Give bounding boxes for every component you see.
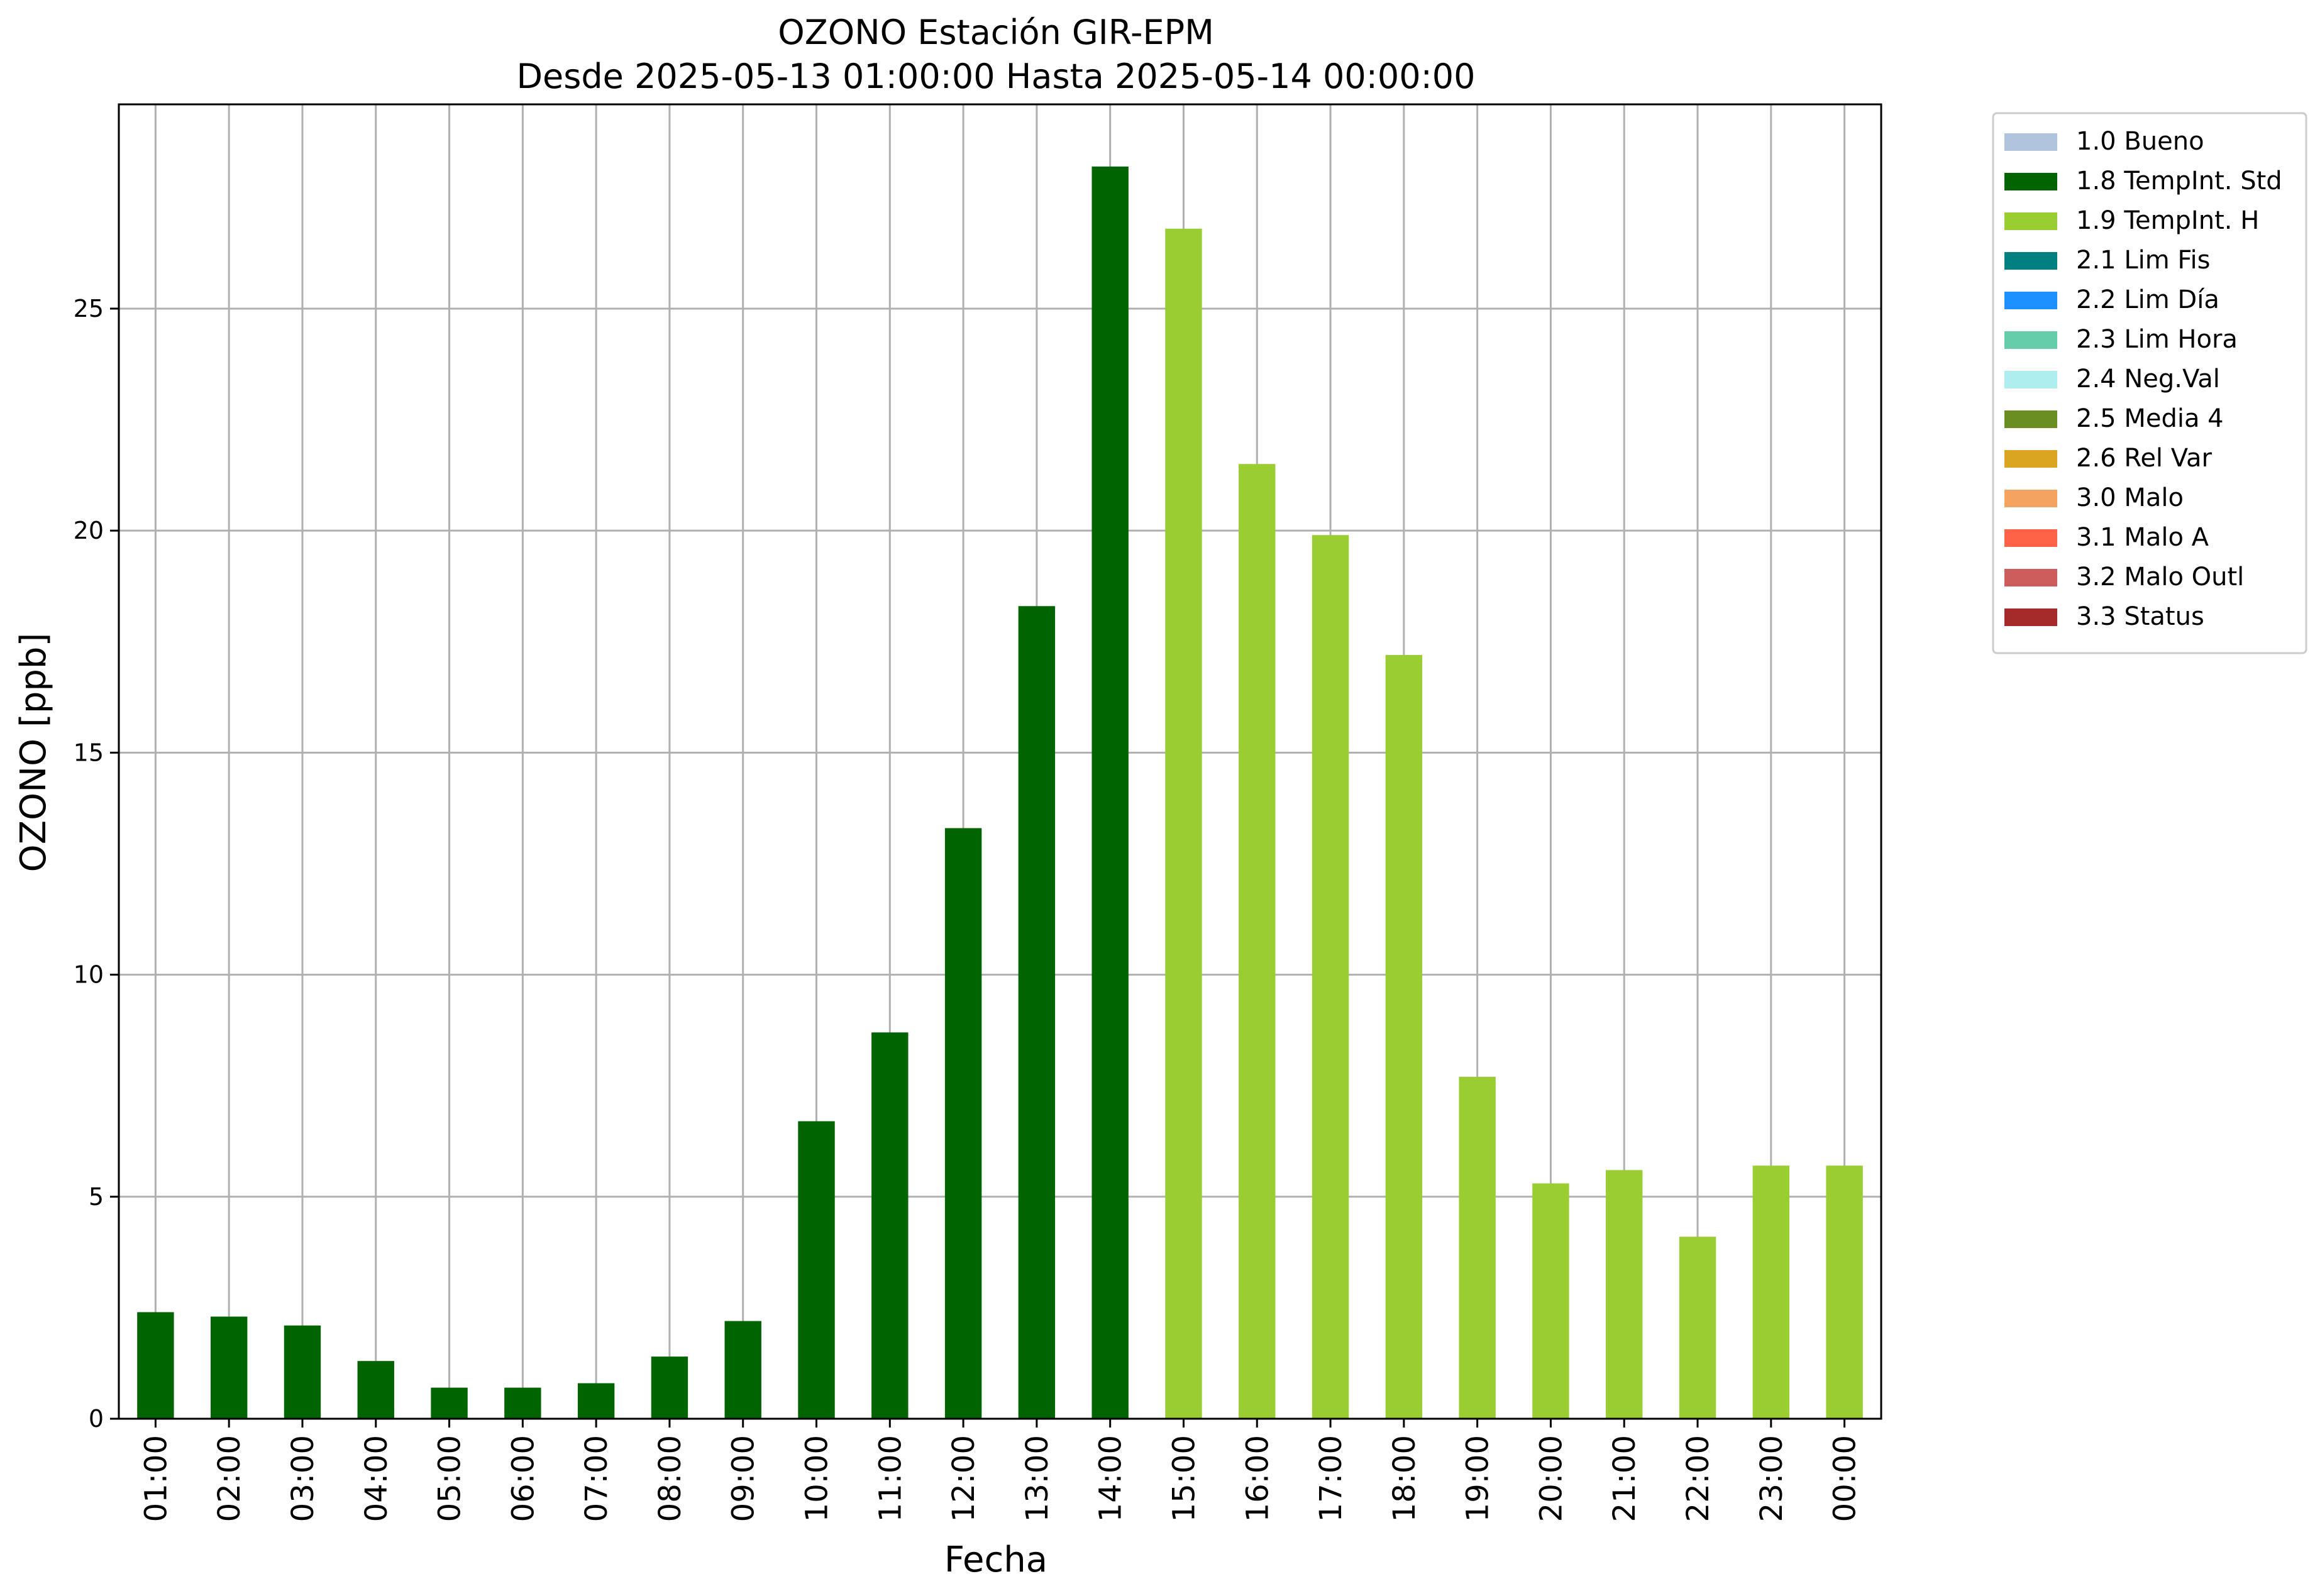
legend-swatch <box>2004 292 2057 309</box>
x-tick-label: 23:00 <box>1754 1435 1789 1522</box>
x-tick-label: 16:00 <box>1240 1435 1275 1522</box>
legend-label: 2.4 Neg.Val <box>2076 365 2220 393</box>
x-tick-label: 03:00 <box>285 1435 321 1522</box>
bar-1900 <box>1459 1077 1496 1419</box>
legend-label: 1.8 TempInt. Std <box>2076 167 2282 195</box>
legend-swatch <box>2004 569 2057 586</box>
x-tick-label: 13:00 <box>1020 1435 1055 1522</box>
legend-label: 1.9 TempInt. H <box>2076 206 2259 235</box>
bar-1600 <box>1239 464 1276 1419</box>
legend-label: 2.2 Lim Día <box>2076 285 2219 314</box>
legend-label: 2.1 Lim Fis <box>2076 246 2210 275</box>
axes: 0 5 10 15 20 25 01:00 02:00 03:00 04:00 05:00 06:00… <box>74 103 1882 1522</box>
x-tick-label: 19:00 <box>1461 1435 1496 1522</box>
y-axis-label: OZONO [ppb] <box>13 633 54 872</box>
x-tick-label: 02:00 <box>212 1435 247 1522</box>
bar-2200 <box>1679 1236 1716 1419</box>
bar-0400 <box>357 1361 394 1419</box>
x-tick-label: 06:00 <box>506 1435 541 1522</box>
bar-0600 <box>504 1387 541 1419</box>
bar-1100 <box>871 1032 909 1419</box>
bar-0100 <box>137 1312 174 1419</box>
bar-1800 <box>1385 654 1423 1419</box>
bar-0800 <box>651 1357 688 1419</box>
x-tick-label: 01:00 <box>138 1435 174 1522</box>
legend-label: 3.1 Malo A <box>2076 523 2209 552</box>
legend-label: 2.5 Media 4 <box>2076 404 2224 433</box>
legend-swatch <box>2004 608 2057 626</box>
x-tick-label: 08:00 <box>653 1435 688 1522</box>
y-tick-label: 10 <box>74 961 104 989</box>
legend-label: 2.3 Lim Hora <box>2076 325 2238 354</box>
x-tick-label: 22:00 <box>1681 1435 1716 1522</box>
x-tick-label: 12:00 <box>946 1435 981 1522</box>
bar-2300 <box>1752 1165 1790 1419</box>
x-tick-label: 10:00 <box>800 1435 835 1522</box>
bar-1300 <box>1018 606 1056 1419</box>
x-tick-label: 05:00 <box>433 1435 468 1522</box>
bar-1400 <box>1091 166 1129 1419</box>
legend: 1.0 Bueno 1.8 TempInt. Std 1.9 TempInt. H 2… <box>1992 112 2307 654</box>
bar-0500 <box>431 1387 468 1419</box>
x-tick-label: 21:00 <box>1607 1435 1642 1522</box>
y-tick-label: 5 <box>89 1183 104 1211</box>
x-tick-label: 15:00 <box>1166 1435 1202 1522</box>
legend-label: 3.0 Malo <box>2076 483 2184 512</box>
legend-label: 2.6 Rel Var <box>2076 444 2213 473</box>
legend-swatch <box>2004 450 2057 468</box>
x-tick-label: 20:00 <box>1533 1435 1569 1522</box>
x-tick-label: 11:00 <box>873 1435 908 1522</box>
bar-0300 <box>284 1325 321 1419</box>
legend-label: 3.2 Malo Outl <box>2076 563 2244 592</box>
bar-1500 <box>1165 228 1202 1419</box>
x-tick-label: 18:00 <box>1387 1435 1422 1522</box>
bar-0000 <box>1826 1165 1863 1419</box>
x-tick-label: 09:00 <box>726 1435 761 1522</box>
legend-label: 1.0 Bueno <box>2076 127 2204 156</box>
legend-label: 3.3 Status <box>2076 602 2204 631</box>
y-tick-label: 20 <box>74 517 104 544</box>
legend-swatch <box>2004 133 2057 151</box>
legend-swatch <box>2004 410 2057 428</box>
bar-2100 <box>1606 1170 1643 1419</box>
x-tick-label: 00:00 <box>1828 1435 1863 1522</box>
legend-swatch <box>2004 252 2057 270</box>
bar-1200 <box>944 828 982 1419</box>
y-tick-label: 0 <box>89 1405 104 1433</box>
legend-swatch <box>2004 529 2057 547</box>
x-tick-label: 14:00 <box>1093 1435 1129 1522</box>
x-axis-label: Fecha <box>944 1539 1047 1580</box>
x-tick-label: 07:00 <box>579 1435 614 1522</box>
bars <box>137 166 1863 1419</box>
bar-0700 <box>577 1383 615 1419</box>
y-tick-label: 25 <box>74 295 104 322</box>
y-tick-label: 15 <box>74 739 104 766</box>
chart-title: OZONO Estación GIR-EPM <box>778 13 1214 52</box>
plot-frame <box>118 103 1882 1420</box>
bar-0200 <box>210 1316 248 1419</box>
legend-swatch <box>2004 212 2057 230</box>
bar-0900 <box>724 1321 761 1419</box>
bar-1000 <box>798 1121 835 1419</box>
legend-swatch <box>2004 371 2057 388</box>
bar-2000 <box>1532 1183 1569 1419</box>
chart-subtitle: Desde 2025-05-13 01:00:00 Hasta 2025-05-… <box>516 57 1475 96</box>
bar-1700 <box>1312 535 1349 1419</box>
legend-swatch <box>2004 490 2057 507</box>
legend-swatch <box>2004 331 2057 349</box>
legend-box <box>1992 112 2307 654</box>
legend-swatch <box>2004 173 2057 190</box>
x-tick-label: 04:00 <box>359 1435 394 1522</box>
x-tick-label: 17:00 <box>1313 1435 1349 1522</box>
